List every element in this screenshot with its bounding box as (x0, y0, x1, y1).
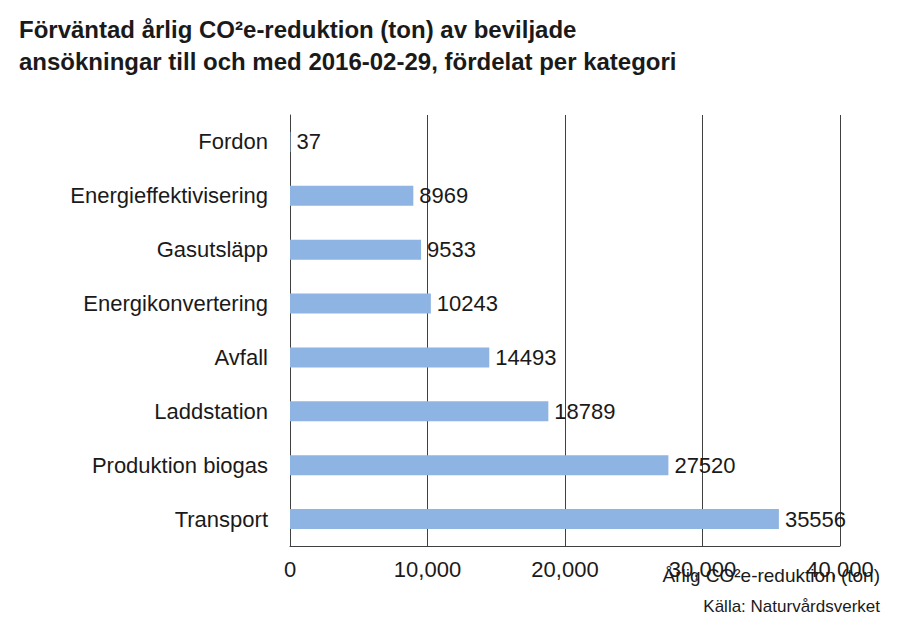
svg-text:37: 37 (297, 129, 321, 154)
svg-text:Avfall: Avfall (215, 345, 268, 370)
svg-text:35556: 35556 (785, 507, 846, 532)
svg-text:Fordon: Fordon (198, 129, 268, 154)
svg-text:30,000: 30,000 (669, 557, 736, 582)
svg-text:10243: 10243 (437, 291, 498, 316)
svg-text:Laddstation: Laddstation (154, 399, 268, 424)
svg-text:9533: 9533 (427, 237, 476, 262)
svg-text:8969: 8969 (419, 183, 468, 208)
svg-text:Energikonvertering: Energikonvertering (83, 291, 268, 316)
svg-text:Transport: Transport (175, 507, 268, 532)
svg-text:0: 0 (284, 557, 296, 582)
svg-text:Gasutsläpp: Gasutsläpp (157, 237, 268, 262)
svg-text:14493: 14493 (495, 345, 556, 370)
svg-text:10,000: 10,000 (394, 557, 461, 582)
svg-text:Produktion biogas: Produktion biogas (92, 453, 268, 478)
svg-text:ansökningar till och med 2016-: ansökningar till och med 2016-02-29, för… (19, 48, 677, 75)
svg-text:Energieffektivisering: Energieffektivisering (70, 183, 268, 208)
svg-text:Källa: Naturvårdsverket: Källa: Naturvårdsverket (703, 597, 880, 616)
svg-text:40,000: 40,000 (806, 557, 873, 582)
svg-text:18789: 18789 (554, 399, 615, 424)
svg-text:20,000: 20,000 (531, 557, 598, 582)
svg-text:27520: 27520 (674, 453, 735, 478)
svg-text:Förväntad årlig CO²e-reduktion: Förväntad årlig CO²e-reduktion (ton) av … (19, 16, 576, 43)
